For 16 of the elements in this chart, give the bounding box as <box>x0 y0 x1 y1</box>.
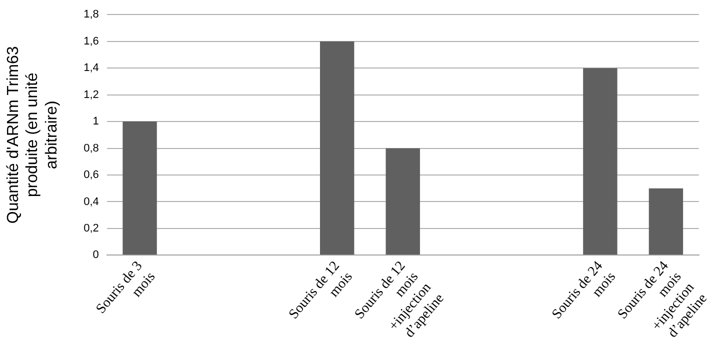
y-axis-title: Quantité d'ARNm Trim63 produite (en unité arbitraire) <box>5 46 60 224</box>
y-tick-label: 0,6 <box>84 169 99 182</box>
y-tick-label: 0 <box>92 249 99 262</box>
y-tick-label: 1,2 <box>84 88 99 101</box>
bar <box>386 148 420 255</box>
y-tick-label: 0,8 <box>84 142 99 154</box>
bar <box>122 122 157 255</box>
y-tick-label: 1 <box>92 116 99 128</box>
y-tick-label: 1,6 <box>84 35 99 48</box>
y-tick-label: 1,4 <box>84 62 99 74</box>
bar <box>320 41 354 255</box>
y-tick-label: 0,4 <box>84 196 99 208</box>
bar <box>648 188 684 255</box>
y-tick-label: 0,2 <box>84 222 99 234</box>
y-tick-label: 1,8 <box>84 8 99 21</box>
bar <box>583 68 618 255</box>
